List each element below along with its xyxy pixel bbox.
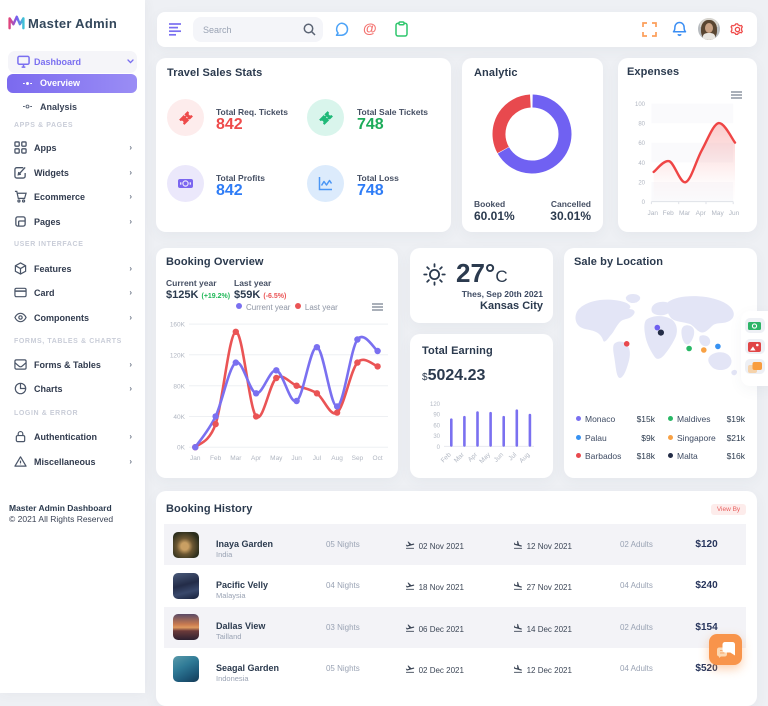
svg-text:Mar: Mar bbox=[453, 451, 466, 464]
svg-text:0: 0 bbox=[437, 445, 441, 451]
svg-text:20: 20 bbox=[638, 180, 645, 186]
svg-text:May: May bbox=[478, 451, 492, 465]
svg-text:40K: 40K bbox=[173, 414, 185, 421]
svg-text:0: 0 bbox=[642, 200, 646, 206]
svg-text:Jan: Jan bbox=[190, 455, 201, 462]
svg-text:Aug: Aug bbox=[518, 451, 531, 464]
svg-text:80K: 80K bbox=[173, 383, 185, 390]
svg-text:Jan: Jan bbox=[647, 210, 658, 217]
svg-text:Aug: Aug bbox=[331, 455, 343, 462]
svg-text:Feb: Feb bbox=[663, 210, 675, 217]
svg-text:Mar: Mar bbox=[230, 455, 242, 462]
svg-text:Jun: Jun bbox=[291, 455, 302, 462]
svg-text:Jun: Jun bbox=[729, 210, 740, 217]
svg-text:120K: 120K bbox=[170, 352, 186, 359]
svg-text:Feb: Feb bbox=[210, 455, 222, 462]
svg-text:30: 30 bbox=[433, 434, 440, 440]
svg-text:Jul: Jul bbox=[313, 455, 322, 462]
svg-text:90: 90 bbox=[433, 413, 440, 419]
svg-text:Apr: Apr bbox=[251, 455, 262, 462]
svg-text:120: 120 bbox=[430, 402, 441, 408]
svg-text:Oct: Oct bbox=[373, 455, 383, 462]
svg-text:May: May bbox=[270, 455, 283, 462]
svg-text:0K: 0K bbox=[177, 445, 186, 452]
svg-text:160K: 160K bbox=[170, 322, 186, 329]
svg-text:May: May bbox=[711, 210, 724, 217]
svg-text:100: 100 bbox=[635, 102, 646, 108]
svg-text:80: 80 bbox=[638, 122, 645, 128]
svg-text:40: 40 bbox=[638, 161, 645, 167]
svg-text:Jul: Jul bbox=[507, 451, 518, 462]
svg-text:Jun: Jun bbox=[493, 451, 506, 464]
svg-text:Mar: Mar bbox=[679, 210, 691, 217]
svg-text:60: 60 bbox=[638, 141, 645, 147]
svg-text:Apr: Apr bbox=[467, 451, 480, 464]
svg-text:60: 60 bbox=[433, 423, 440, 429]
svg-text:Feb: Feb bbox=[440, 451, 453, 464]
svg-text:Sep: Sep bbox=[352, 455, 364, 462]
svg-text:Apr: Apr bbox=[696, 210, 707, 217]
